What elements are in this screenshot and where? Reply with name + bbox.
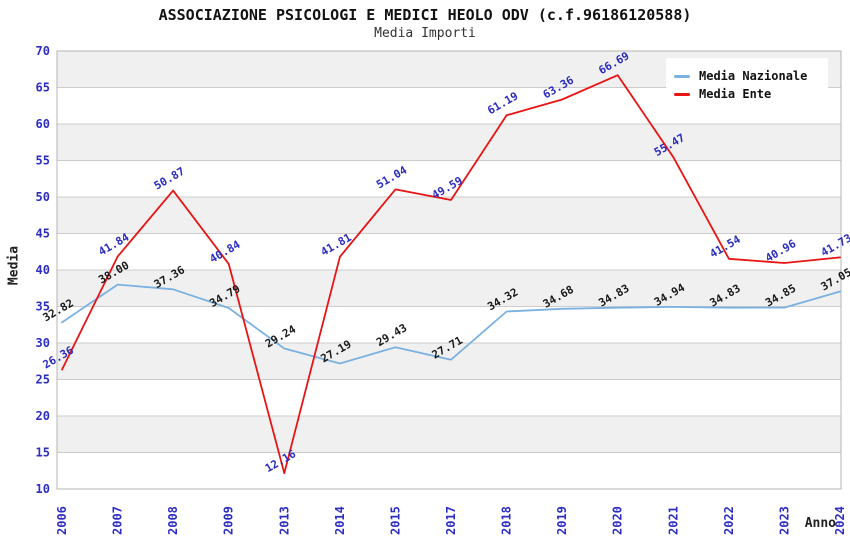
value-label: 41.54 [708, 233, 744, 261]
plot-band [57, 197, 841, 234]
chart-subtitle: Media Importi [374, 26, 476, 41]
y-tick-label: 30 [36, 336, 50, 350]
x-tick-label: 2006 [55, 506, 69, 535]
y-tick-label: 60 [36, 117, 50, 131]
value-label: 41.84 [96, 230, 132, 258]
x-tick-label: 2015 [388, 506, 402, 535]
plot-band [57, 270, 841, 307]
x-tick-label: 2018 [500, 506, 514, 535]
legend-label-nazionale: Media Nazionale [699, 69, 808, 83]
legend: Media Nazionale Media Ente [666, 58, 828, 113]
plot-border [56, 50, 842, 490]
value-label: 50.87 [152, 165, 187, 193]
legend-item-media-nazionale: Media Nazionale [674, 69, 820, 83]
x-tick-label: 2021 [666, 506, 680, 535]
y-tick-label: 10 [36, 482, 50, 496]
y-tick-label: 15 [36, 446, 50, 460]
x-tick-label: 2007 [111, 506, 125, 535]
y-tick-label: 25 [36, 373, 50, 387]
x-tick-label: 2019 [555, 506, 569, 535]
plot-band [57, 416, 841, 453]
chart-title: ASSOCIAZIONE PSICOLOGI E MEDICI HEOLO OD… [158, 6, 692, 24]
legend-label-ente: Media Ente [699, 87, 772, 101]
y-tick-label: 55 [36, 154, 50, 168]
y-tick-label: 35 [36, 300, 50, 314]
y-tick-label: 65 [36, 81, 50, 95]
y-tick-label: 20 [36, 409, 50, 423]
x-tick-label: 2024 [833, 506, 847, 535]
x-tick-label: 2009 [222, 506, 236, 535]
value-label: 51.04 [374, 163, 410, 191]
x-tick-label: 2023 [777, 506, 791, 535]
plot-band [57, 343, 841, 380]
x-axis-title: Anno [804, 516, 836, 531]
y-tick-label: 40 [36, 263, 50, 277]
x-tick-label: 2022 [722, 506, 736, 535]
y-axis-title: Media [6, 245, 22, 286]
x-tick-label: 2014 [333, 506, 347, 535]
y-tick-label: 45 [36, 227, 50, 241]
value-label: 41.73 [819, 231, 850, 259]
series-line-media-ente [61, 74, 841, 475]
x-tick-label: 2013 [277, 506, 291, 535]
y-tick-label: 70 [36, 44, 50, 58]
legend-line-swatch-nazionale [674, 74, 690, 78]
x-tick-label: 2017 [444, 506, 458, 535]
series-line-media-nazionale [61, 283, 841, 365]
x-tick-label: 2020 [611, 506, 625, 535]
x-tick-label: 2008 [166, 506, 180, 535]
plot-band [57, 124, 841, 161]
legend-item-media-ente: Media Ente [674, 87, 820, 101]
value-label: 41.81 [319, 231, 355, 259]
value-label: 40.96 [763, 237, 799, 265]
y-tick-label: 50 [36, 190, 50, 204]
legend-line-swatch-ente [674, 92, 690, 96]
